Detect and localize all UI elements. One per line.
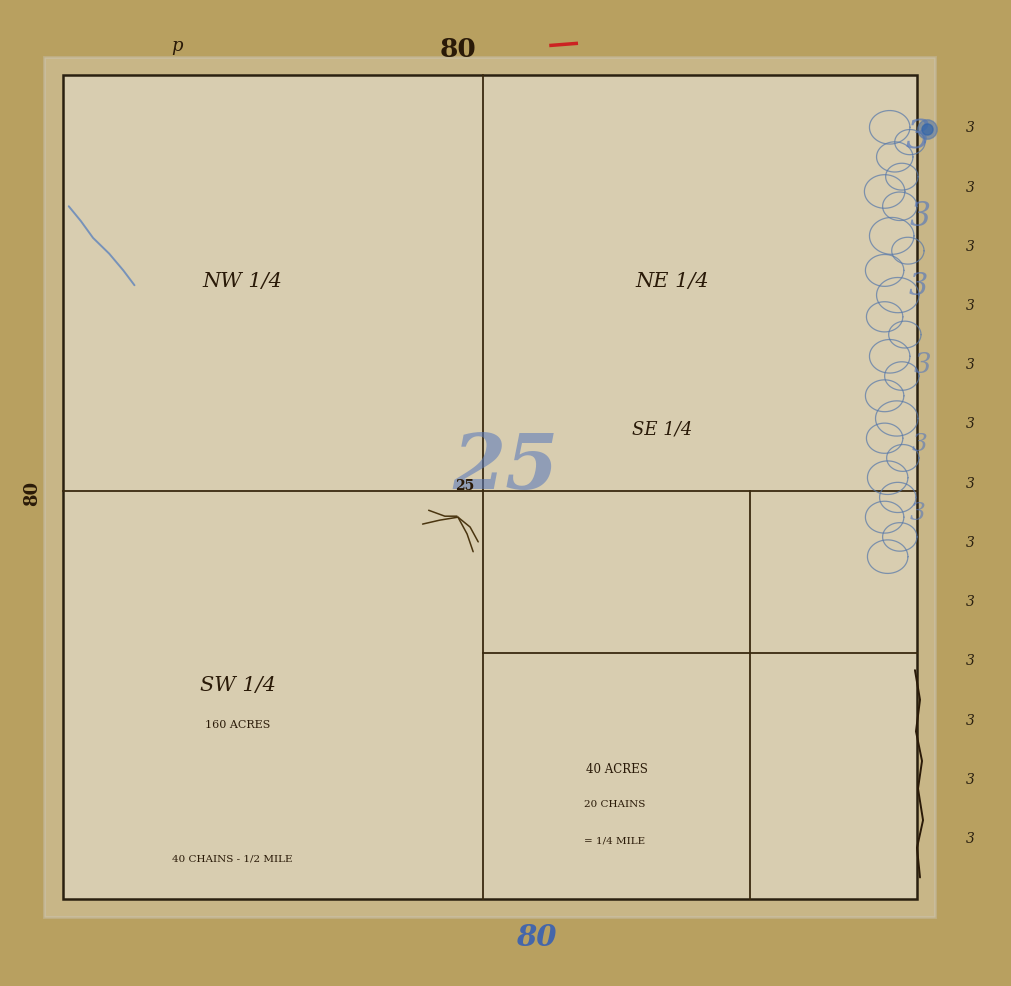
- Text: 40 ACRES: 40 ACRES: [585, 762, 648, 776]
- Text: 3: 3: [967, 180, 975, 194]
- Text: p: p: [171, 37, 183, 55]
- Text: SW 1/4: SW 1/4: [199, 675, 276, 695]
- Text: 80: 80: [516, 922, 556, 951]
- Text: 3: 3: [967, 476, 975, 490]
- Text: 3: 3: [967, 299, 975, 313]
- Text: 3: 3: [913, 351, 931, 379]
- Text: 25: 25: [455, 478, 475, 492]
- Text: 80: 80: [23, 480, 41, 506]
- Text: 3: 3: [967, 535, 975, 549]
- Text: 20 CHAINS: 20 CHAINS: [584, 799, 645, 809]
- Bar: [44, 58, 935, 917]
- Text: 3: 3: [967, 772, 975, 786]
- Text: 3: 3: [909, 201, 931, 233]
- Text: 3: 3: [967, 240, 975, 253]
- Text: 3: 3: [906, 119, 930, 157]
- Text: 3: 3: [967, 417, 975, 431]
- Text: 40 CHAINS - 1/2 MILE: 40 CHAINS - 1/2 MILE: [172, 853, 293, 863]
- Text: 80: 80: [440, 36, 476, 62]
- Text: 3: 3: [912, 432, 928, 456]
- Text: 3: 3: [910, 501, 926, 525]
- Text: 25: 25: [452, 431, 559, 504]
- Text: NE 1/4: NE 1/4: [636, 271, 709, 291]
- Text: = 1/4 MILE: = 1/4 MILE: [584, 835, 645, 845]
- Text: 3: 3: [967, 654, 975, 668]
- Text: NW 1/4: NW 1/4: [202, 271, 283, 291]
- Text: 160 ACRES: 160 ACRES: [205, 720, 270, 730]
- Text: 3: 3: [967, 121, 975, 135]
- Text: 3: 3: [967, 713, 975, 727]
- Text: 3: 3: [908, 270, 928, 302]
- Text: 3: 3: [967, 595, 975, 608]
- Text: 3: 3: [967, 358, 975, 372]
- Text: SE 1/4: SE 1/4: [632, 420, 693, 438]
- Bar: [63, 76, 917, 899]
- Text: 3: 3: [967, 831, 975, 845]
